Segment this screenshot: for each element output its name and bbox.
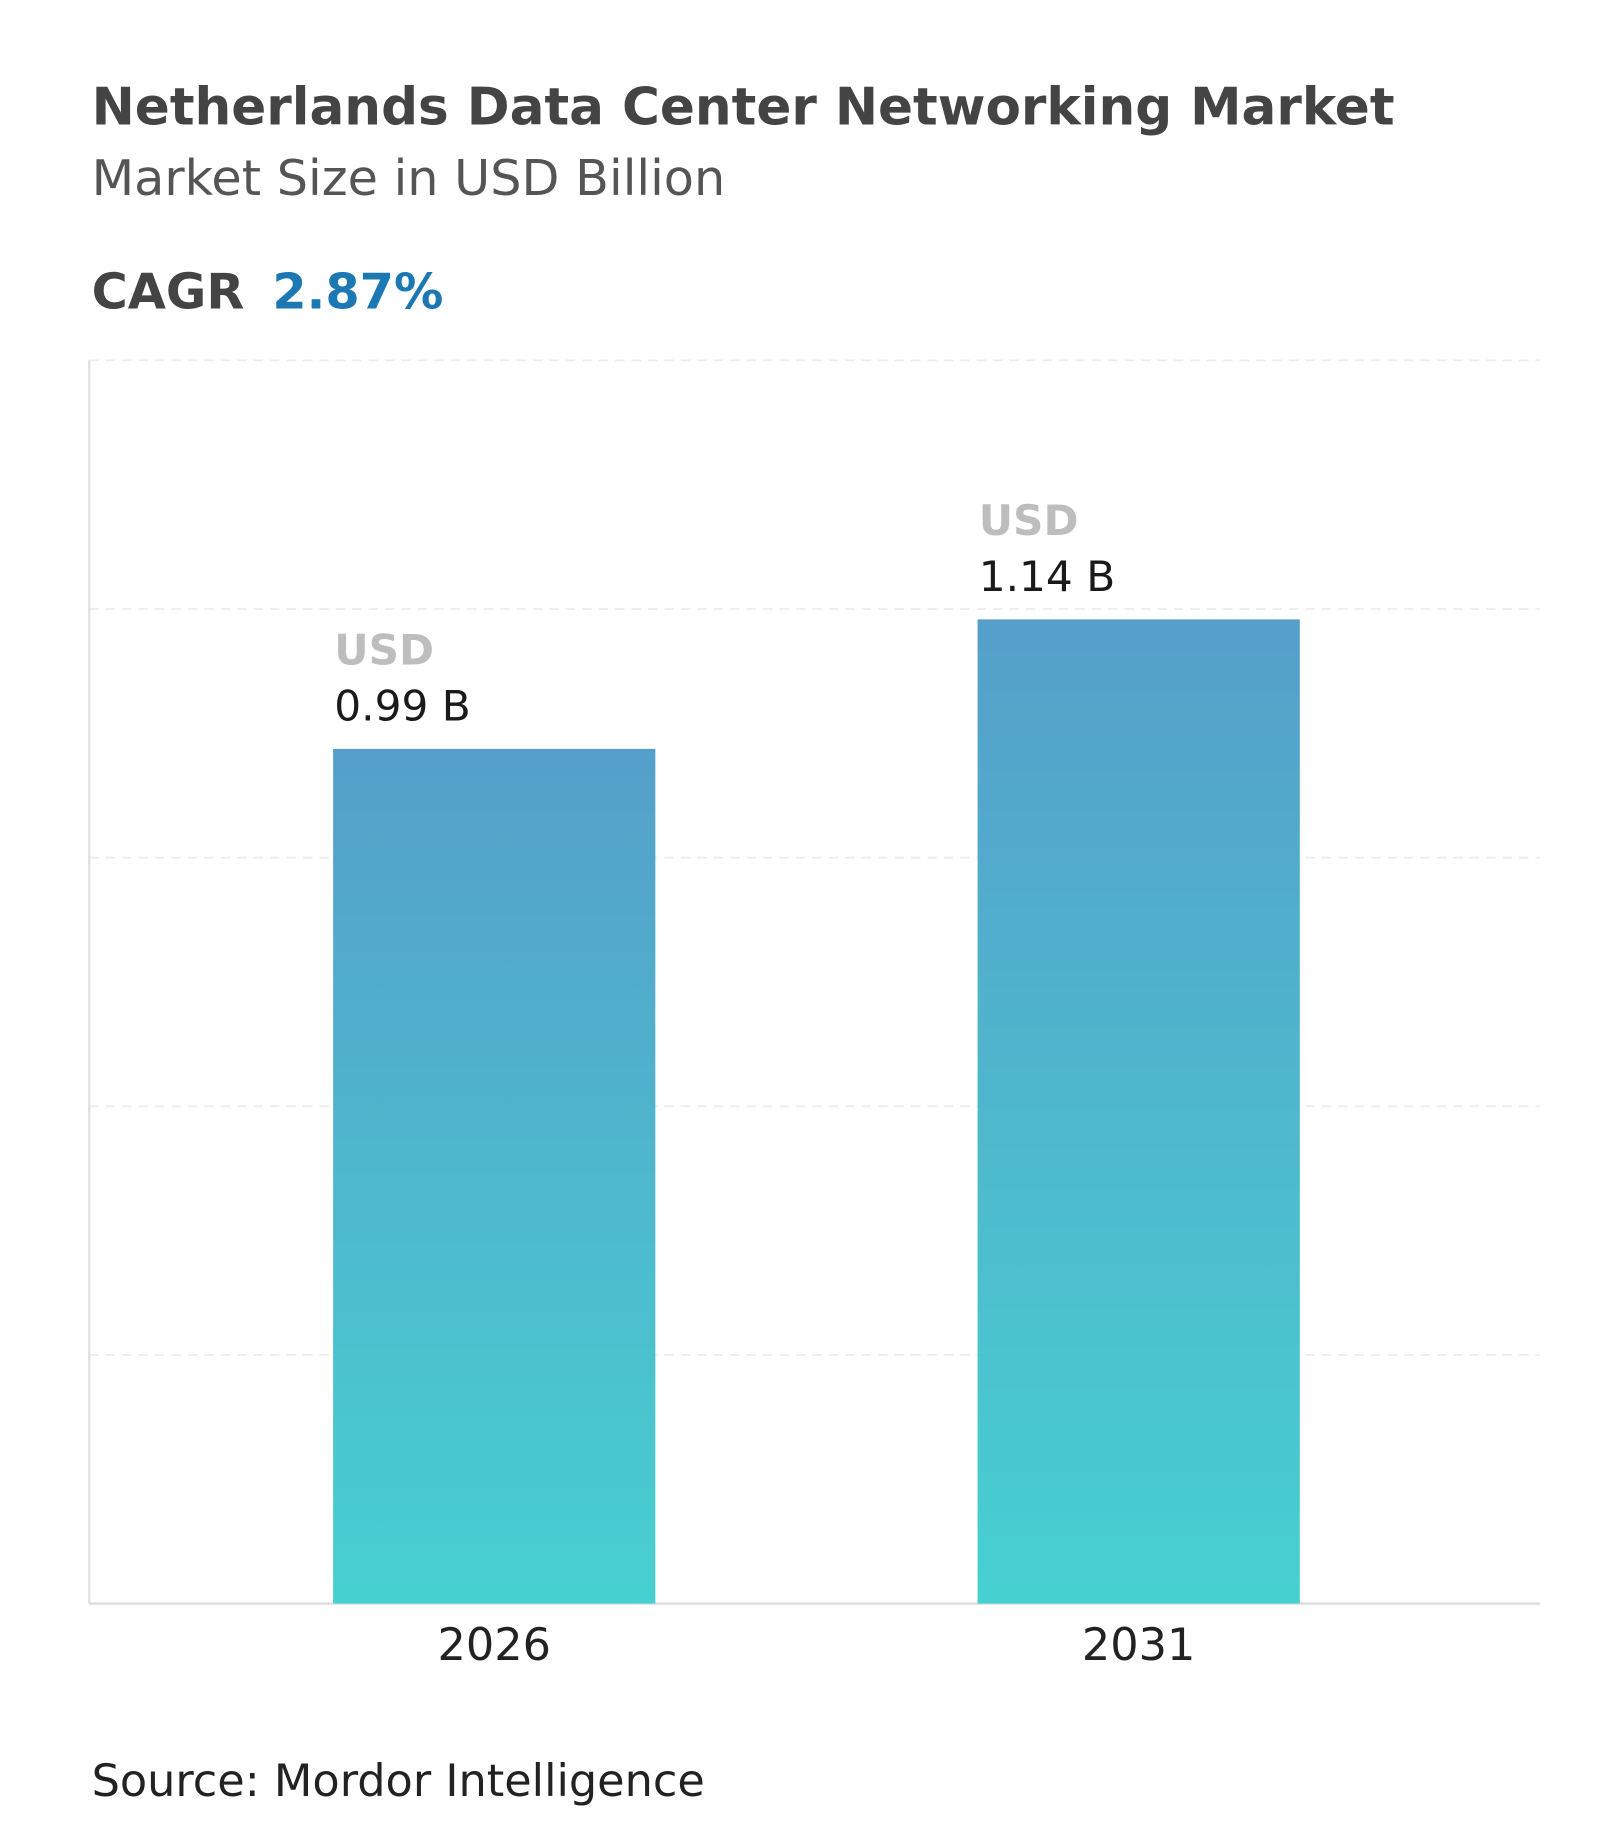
value-label: 1.14 B xyxy=(979,552,1115,601)
cagr-label: CAGR xyxy=(92,263,245,321)
x-tick-label: 2031 xyxy=(1082,1619,1196,1671)
x-tick-label: 2026 xyxy=(437,1619,550,1671)
value-label: 0.99 B xyxy=(334,682,471,731)
value-prefix: USD xyxy=(979,496,1079,545)
chart-subtitle: Market Size in USD Billion xyxy=(92,149,726,207)
cagr-value: 2.87% xyxy=(272,263,443,321)
value-prefix: USD xyxy=(334,625,434,674)
bar xyxy=(333,748,656,1604)
source: Source: Mordor Intelligence xyxy=(92,1755,705,1807)
chart-title: Netherlands Data Center Networking Marke… xyxy=(92,77,1395,137)
bar xyxy=(977,619,1300,1604)
